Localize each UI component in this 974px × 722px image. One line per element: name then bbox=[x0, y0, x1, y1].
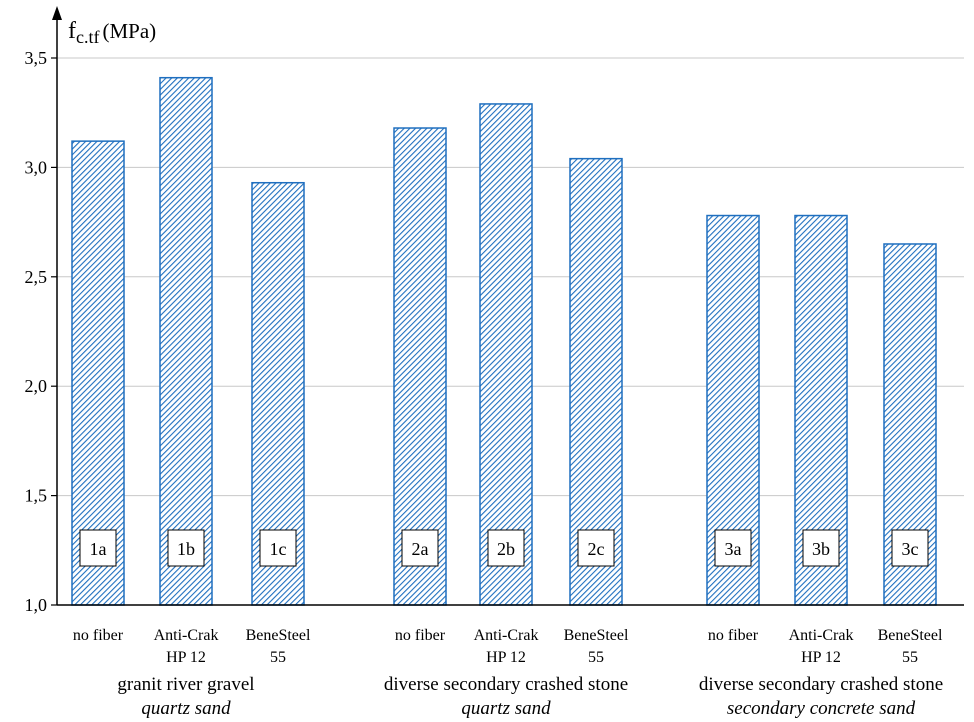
bar-code-label: 2a bbox=[412, 539, 429, 559]
y-tick-label: 3,5 bbox=[25, 48, 48, 68]
x-tick-label: Anti-Crak bbox=[789, 627, 854, 644]
group-sand-label: quartz sand bbox=[141, 698, 231, 719]
bar-code-box bbox=[714, 529, 752, 567]
bar-1a bbox=[71, 140, 125, 606]
bar-code-box bbox=[167, 529, 205, 567]
x-tick-label: Anti-Crak bbox=[474, 627, 539, 644]
bar-code-box bbox=[259, 529, 297, 567]
bar-code-label: 2b bbox=[497, 539, 515, 559]
x-tick-label-line2: HP 12 bbox=[486, 649, 526, 666]
bar-code-box bbox=[891, 529, 929, 567]
x-tick-label-line2: 55 bbox=[270, 649, 286, 666]
bar-code-label: 1a bbox=[90, 539, 107, 559]
bar-code-label: 3b bbox=[812, 539, 830, 559]
labels: fc.tf (MPa) no fiber Anti-Crak HP 12 BeneStee… bbox=[68, 18, 943, 719]
bar-code-box bbox=[577, 529, 615, 567]
bar-code-label: 3a bbox=[725, 539, 742, 559]
x-tick-label: BeneSteel bbox=[246, 627, 311, 644]
group-aggregate-label: diverse secondary crashed stone bbox=[384, 674, 628, 695]
x-tick-label-line2: 55 bbox=[902, 649, 918, 666]
x-tick-label: BeneSteel bbox=[878, 627, 943, 644]
bar-code-label: 1b bbox=[177, 539, 195, 559]
group-sand-label: secondary concrete sand bbox=[727, 698, 916, 719]
x-tick-label: BeneSteel bbox=[564, 627, 629, 644]
bar-1b bbox=[159, 76, 213, 606]
bar-code-label: 2c bbox=[588, 539, 605, 559]
x-tick-label: no fiber bbox=[73, 627, 124, 644]
x-tick-label: no fiber bbox=[395, 627, 446, 644]
x-tick-label: no fiber bbox=[708, 627, 759, 644]
bar-code-box bbox=[401, 529, 439, 567]
bar-code-label: 3c bbox=[902, 539, 919, 559]
bar-code-box bbox=[79, 529, 117, 567]
x-tick-label-line2: HP 12 bbox=[801, 649, 841, 666]
y-tick-label: 3,0 bbox=[25, 157, 48, 177]
y-axis-arrow bbox=[52, 6, 62, 20]
bar-2a bbox=[393, 127, 447, 606]
axes: 1,0 1,5 2,0 2,5 3,0 3,5 bbox=[25, 6, 964, 615]
bar-code-box bbox=[802, 529, 840, 567]
bar-code-label: 1c bbox=[270, 539, 287, 559]
y-axis-title: fc.tf (MPa) bbox=[68, 18, 156, 47]
group-aggregate-label: granit river gravel bbox=[117, 674, 254, 695]
y-tick-label: 1,0 bbox=[25, 595, 48, 615]
bar-code-box bbox=[487, 529, 525, 567]
group-aggregate-label: diverse secondary crashed stone bbox=[699, 674, 943, 695]
x-tick-label: Anti-Crak bbox=[154, 627, 219, 644]
y-tick-label: 2,0 bbox=[25, 376, 48, 396]
bar-2b bbox=[479, 103, 533, 606]
group-sand-label: quartz sand bbox=[461, 698, 551, 719]
bars: 1a 1b 1c 2a 2b 2c 3a 3b 3c bbox=[71, 76, 937, 606]
y-tick-label: 1,5 bbox=[25, 486, 48, 506]
y-tick-label: 2,5 bbox=[25, 267, 48, 287]
x-tick-label-line2: 55 bbox=[588, 649, 604, 666]
x-tick-label-line2: HP 12 bbox=[166, 649, 206, 666]
